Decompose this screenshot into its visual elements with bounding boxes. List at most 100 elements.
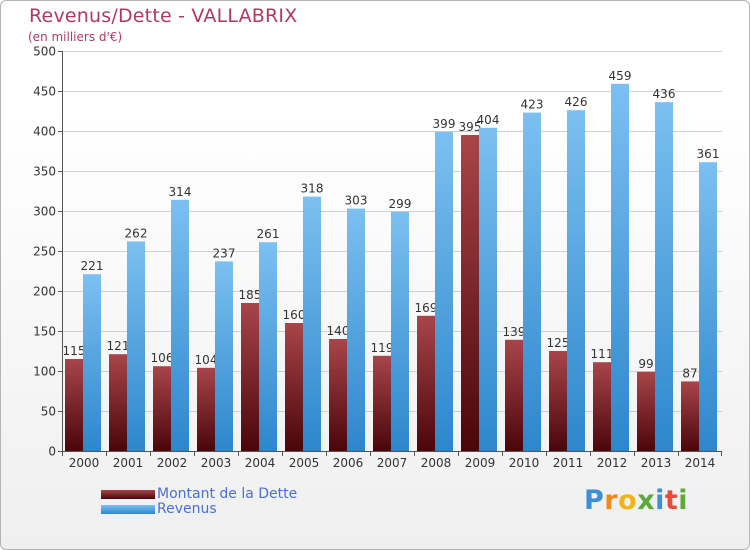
bar-debt (505, 339, 523, 451)
bar-layer: 115 221 121 262 106 314 104 237 185 261 160 318 140 3… (63, 69, 720, 452)
proxiti-logo: Proxiti (584, 485, 688, 516)
data-label-revenue: 299 (389, 197, 412, 211)
bar-revenue (347, 208, 365, 451)
x-tick-label: 2011 (553, 456, 584, 470)
logo-letter: P (584, 485, 605, 516)
data-label-debt: 139 (503, 325, 526, 339)
data-label-revenue: 459 (609, 69, 632, 83)
y-tick-label: 450 (33, 85, 56, 99)
data-label-debt: 119 (371, 341, 394, 355)
bar-debt (637, 371, 655, 451)
x-tick-label: 2012 (597, 456, 628, 470)
bar-debt (241, 303, 259, 451)
y-tick-label: 350 (33, 165, 56, 179)
x-tick-label: 2006 (333, 456, 364, 470)
data-label-debt: 125 (547, 336, 570, 350)
data-label-revenue: 262 (125, 226, 148, 240)
logo-letter: o (618, 485, 638, 516)
data-label-debt: 160 (283, 308, 306, 322)
data-label-debt: 115 (63, 344, 86, 358)
data-label-revenue: 399 (433, 117, 456, 131)
bar-revenue (127, 241, 145, 451)
bar-debt (285, 323, 303, 451)
y-tick-label: 0 (48, 445, 56, 459)
bar-revenue (479, 127, 497, 452)
bar-debt (197, 367, 215, 451)
data-label-revenue: 423 (521, 98, 544, 112)
bar-debt (593, 362, 611, 451)
data-label-revenue: 261 (257, 227, 280, 241)
logo-letter: x (637, 485, 656, 516)
y-tick-label: 400 (33, 125, 56, 139)
bar-revenue (435, 131, 453, 452)
x-tick-label: 2010 (509, 456, 540, 470)
legend-label-revenue: Revenus (157, 501, 217, 517)
y-tick-label: 150 (33, 325, 56, 339)
bar-revenue (83, 274, 101, 451)
x-tick-label: 2002 (157, 456, 188, 470)
bar-debt (109, 354, 127, 451)
y-tick-label: 50 (41, 405, 56, 419)
bar-revenue (171, 199, 189, 451)
bar-revenue (303, 196, 321, 451)
logo-letter: i (678, 485, 689, 516)
x-tick-label: 2009 (465, 456, 496, 470)
y-tick-label: 500 (33, 45, 56, 59)
x-tick-label: 2004 (245, 456, 276, 470)
data-label-revenue: 361 (697, 147, 720, 161)
bar-debt (329, 339, 347, 451)
data-label-revenue: 318 (301, 182, 324, 196)
x-tick-label: 2001 (113, 456, 144, 470)
logo-letter: t (664, 485, 679, 516)
data-label-revenue: 303 (345, 194, 368, 208)
chart-title: Revenus/Dette - VALLABRIX (29, 5, 298, 27)
axis-layer: 0 50 100 150 200 250 300 350 400 450 500 2000 2001 20… (33, 45, 722, 470)
data-label-debt: 140 (327, 324, 350, 338)
data-label-revenue: 426 (565, 95, 588, 109)
data-label-debt: 104 (195, 353, 218, 367)
data-label-debt: 395 (459, 120, 482, 134)
bar-revenue (259, 242, 277, 451)
bar-revenue (391, 211, 409, 451)
legend-swatch-revenue (101, 505, 155, 514)
logo-letter: i (655, 485, 665, 516)
data-label-debt: 185 (239, 288, 262, 302)
data-label-debt: 106 (151, 351, 174, 365)
bar-debt (153, 366, 171, 451)
x-tick-label: 2013 (641, 456, 672, 470)
logo-letter: r (604, 485, 619, 516)
bar-debt (681, 381, 699, 451)
legend-swatch-debt (101, 490, 155, 499)
bar-revenue (523, 112, 541, 451)
bar-debt (461, 135, 479, 451)
data-label-debt: 87 (682, 366, 697, 380)
data-label-revenue: 237 (213, 246, 236, 260)
bar-revenue (215, 261, 233, 451)
bar-revenue (567, 110, 585, 451)
y-tick-label: 250 (33, 245, 56, 259)
data-label-revenue: 404 (477, 113, 500, 127)
y-tick-label: 300 (33, 205, 56, 219)
x-tick-label: 2005 (289, 456, 320, 470)
bar-debt (417, 315, 435, 451)
data-label-debt: 169 (415, 301, 438, 315)
x-tick-label: 2003 (201, 456, 232, 470)
chart-subtitle: (en milliers d'€) (28, 30, 123, 44)
y-tick-label: 200 (33, 285, 56, 299)
bar-revenue (655, 102, 673, 451)
x-tick-label: 2008 (421, 456, 452, 470)
data-label-revenue: 314 (169, 185, 192, 199)
data-label-revenue: 436 (653, 87, 676, 101)
x-tick-label: 2014 (685, 456, 716, 470)
x-tick-label: 2007 (377, 456, 408, 470)
data-label-debt: 99 (638, 357, 653, 371)
data-label-debt: 111 (591, 347, 614, 361)
data-label-debt: 121 (107, 339, 130, 353)
bar-revenue (611, 83, 629, 452)
x-tick-label: 2000 (69, 456, 100, 470)
bar-debt (549, 351, 567, 451)
bar-revenue (699, 162, 717, 451)
bar-debt (65, 359, 83, 451)
